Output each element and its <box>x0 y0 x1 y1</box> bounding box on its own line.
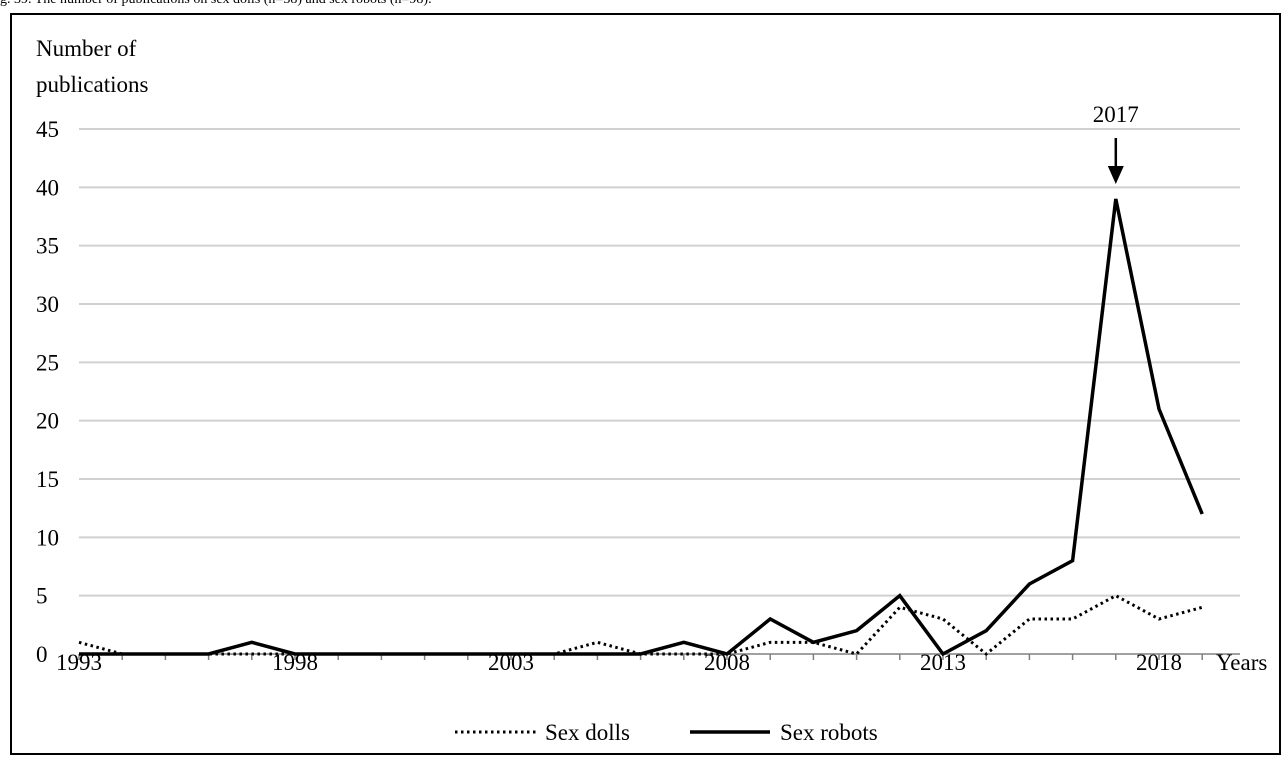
y-tick-label: 5 <box>36 584 48 609</box>
y-tick-label: 35 <box>36 234 59 259</box>
y-tick-label: 15 <box>36 467 59 492</box>
series-line-sex-robots <box>79 198 1204 657</box>
x-axis-title: Years <box>1216 650 1267 675</box>
y-tick-label: 25 <box>36 350 59 375</box>
y-tick-label: 10 <box>36 525 59 550</box>
annotation: 2017 <box>1093 102 1139 184</box>
y-tick-label: 0 <box>36 642 48 667</box>
y-tick-label: 30 <box>36 292 59 317</box>
figure-caption: g. 39. The number of publications on sex… <box>0 0 432 8</box>
y-axis-title-line-2: publications <box>36 72 148 97</box>
annotation-label: 2017 <box>1093 102 1139 127</box>
x-tick-label: 2018 <box>1136 650 1182 675</box>
y-tick-label: 40 <box>36 175 59 200</box>
chart-frame <box>10 13 1281 755</box>
y-tick-label: 45 <box>36 117 59 142</box>
series-lines <box>78 198 1204 657</box>
y-axis-title-line-1: Number of <box>36 36 137 61</box>
y-tick-label: 20 <box>36 409 59 434</box>
y-tick-labels: 0 5 10 15 20 25 30 35 40 45 <box>36 117 59 667</box>
grid-lines <box>79 128 1240 655</box>
annotation-arrow-head <box>1107 166 1124 184</box>
legend-item-sex-robots-label: Sex robots <box>780 720 878 745</box>
legend: Sex dolls Sex robots <box>455 720 878 745</box>
legend-item-sex-dolls-label: Sex dolls <box>545 720 630 745</box>
